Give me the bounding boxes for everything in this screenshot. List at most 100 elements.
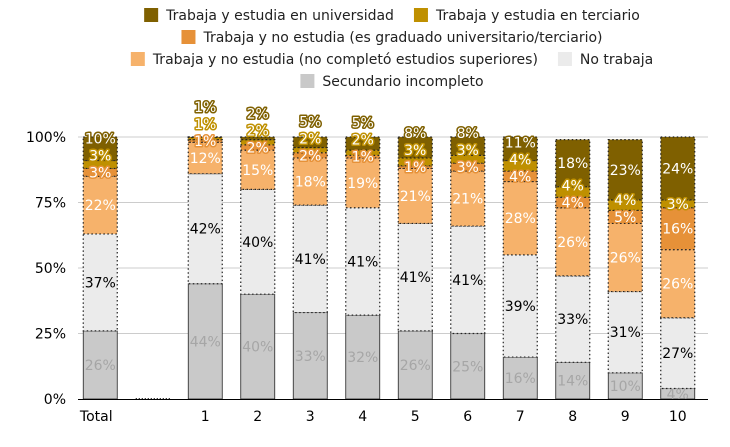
bar-segment bbox=[607, 199, 643, 211]
legend-label: Trabaja y estudia en terciario bbox=[435, 8, 640, 24]
data-label: 16% bbox=[662, 222, 693, 238]
bar-segment bbox=[345, 136, 381, 151]
data-label: 39% bbox=[505, 299, 536, 315]
legend: Trabaja y estudia en universidad Trabaja … bbox=[130, 8, 653, 90]
data-label: 12% bbox=[190, 151, 221, 167]
data-label: 3% bbox=[667, 197, 689, 213]
data-label: 1% bbox=[404, 160, 426, 176]
data-label: 41% bbox=[295, 252, 326, 268]
data-label: 11% bbox=[505, 135, 536, 151]
data-label: 2% bbox=[247, 106, 269, 122]
data-label: 23% bbox=[610, 163, 641, 179]
legend-swatch bbox=[130, 52, 145, 66]
data-label: 21% bbox=[452, 192, 483, 208]
legend-label: Trabaja y estudia en universidad bbox=[165, 8, 394, 24]
bar-segment bbox=[345, 314, 381, 400]
bar-segment bbox=[397, 136, 433, 159]
bar-segment bbox=[660, 207, 696, 251]
data-label: 10% bbox=[610, 379, 641, 395]
bar-segment bbox=[607, 222, 643, 293]
data-label: 1% bbox=[194, 117, 216, 133]
y-tick-label: 50% bbox=[35, 261, 66, 277]
x-tick-label: 2 bbox=[253, 409, 262, 425]
bars bbox=[82, 136, 696, 400]
x-tick-label: 8 bbox=[568, 409, 577, 425]
data-label: 28% bbox=[505, 211, 536, 227]
data-label: 26% bbox=[557, 235, 588, 251]
data-label: 44% bbox=[190, 334, 221, 350]
x-tick-label: 1 bbox=[201, 409, 210, 425]
data-label: 1% bbox=[352, 150, 374, 166]
bar-segment bbox=[187, 136, 223, 139]
x-tick-label: 7 bbox=[516, 409, 525, 425]
bar-segment bbox=[502, 180, 538, 256]
y-tick-label: 25% bbox=[35, 327, 66, 343]
data-label: 40% bbox=[242, 235, 273, 251]
data-labels: 26%37%22%3%3%10%44%42%12%1%1%1%40%40%15%… bbox=[83, 98, 695, 402]
legend-swatch bbox=[181, 30, 196, 44]
y-tick-label: 100% bbox=[26, 130, 66, 146]
data-label: 33% bbox=[295, 349, 326, 365]
legend-swatch bbox=[300, 74, 315, 88]
data-label: 40% bbox=[242, 340, 273, 356]
data-label: 24% bbox=[662, 161, 693, 177]
data-label: 2% bbox=[352, 133, 374, 149]
data-label: 1% bbox=[194, 134, 216, 150]
bar-segment bbox=[292, 136, 328, 149]
bar-stack bbox=[660, 136, 696, 400]
data-label: 22% bbox=[85, 198, 116, 214]
bar-segment bbox=[450, 136, 486, 156]
data-label: 19% bbox=[347, 176, 378, 192]
y-axis: 0% 25% 50% 75% 100% bbox=[26, 130, 66, 408]
data-label: 15% bbox=[242, 163, 273, 179]
legend-label: No trabaja bbox=[580, 52, 653, 68]
legend-item: Secundario incompleto bbox=[300, 74, 484, 90]
data-label: 5% bbox=[299, 114, 321, 130]
bar-segment bbox=[555, 139, 591, 188]
bar-segment bbox=[660, 249, 696, 319]
x-tick-label: 3 bbox=[306, 409, 315, 425]
data-label: 27% bbox=[662, 346, 693, 362]
x-tick-label: 4 bbox=[358, 409, 367, 425]
bar-stack bbox=[397, 136, 433, 400]
data-label: 3% bbox=[457, 160, 479, 176]
data-label: 2% bbox=[299, 148, 321, 164]
data-label: 3% bbox=[89, 148, 111, 164]
data-label: 4% bbox=[614, 193, 636, 209]
bar-stack bbox=[607, 139, 643, 400]
data-label: 4% bbox=[509, 152, 531, 168]
legend-label: Trabaja y no estudia (no completó estudi… bbox=[152, 52, 538, 68]
data-label: 3% bbox=[89, 165, 111, 181]
data-label: 42% bbox=[190, 222, 221, 238]
data-label: 31% bbox=[610, 325, 641, 341]
x-axis: Total 1 2 3 4 5 6 7 8 9 10 bbox=[78, 399, 708, 425]
bar-segment bbox=[607, 139, 643, 201]
gridlines bbox=[78, 136, 708, 334]
bar-segment bbox=[660, 317, 696, 390]
x-tick-label: 10 bbox=[669, 409, 687, 425]
bar-segment bbox=[502, 254, 538, 358]
bar-segment bbox=[82, 233, 118, 332]
legend-label: Secundario incompleto bbox=[322, 74, 483, 90]
legend-swatch bbox=[413, 8, 428, 22]
legend-item: Trabaja y no estudia (no completó estudi… bbox=[130, 52, 538, 68]
bar-segment bbox=[607, 290, 643, 374]
y-tick-label: 0% bbox=[44, 392, 66, 408]
bar-stack bbox=[345, 136, 381, 400]
bar-segment bbox=[240, 188, 276, 295]
legend-swatch bbox=[144, 8, 159, 22]
bar-segment bbox=[555, 361, 591, 400]
bar-stack bbox=[82, 136, 118, 400]
x-tick-label: Total bbox=[79, 409, 113, 425]
data-label: 1% bbox=[194, 100, 216, 116]
data-label: 8% bbox=[404, 126, 426, 142]
data-label: 25% bbox=[452, 359, 483, 375]
data-label: 18% bbox=[295, 175, 326, 191]
bar-segment bbox=[345, 157, 381, 209]
data-label: 4% bbox=[562, 179, 584, 195]
legend-item: Trabaja y estudia en terciario bbox=[413, 8, 640, 24]
legend-item: Trabaja y no estudia (es graduado univer… bbox=[181, 30, 603, 46]
data-label: 2% bbox=[247, 140, 269, 156]
data-label: 41% bbox=[400, 270, 431, 286]
data-label: 33% bbox=[557, 312, 588, 328]
